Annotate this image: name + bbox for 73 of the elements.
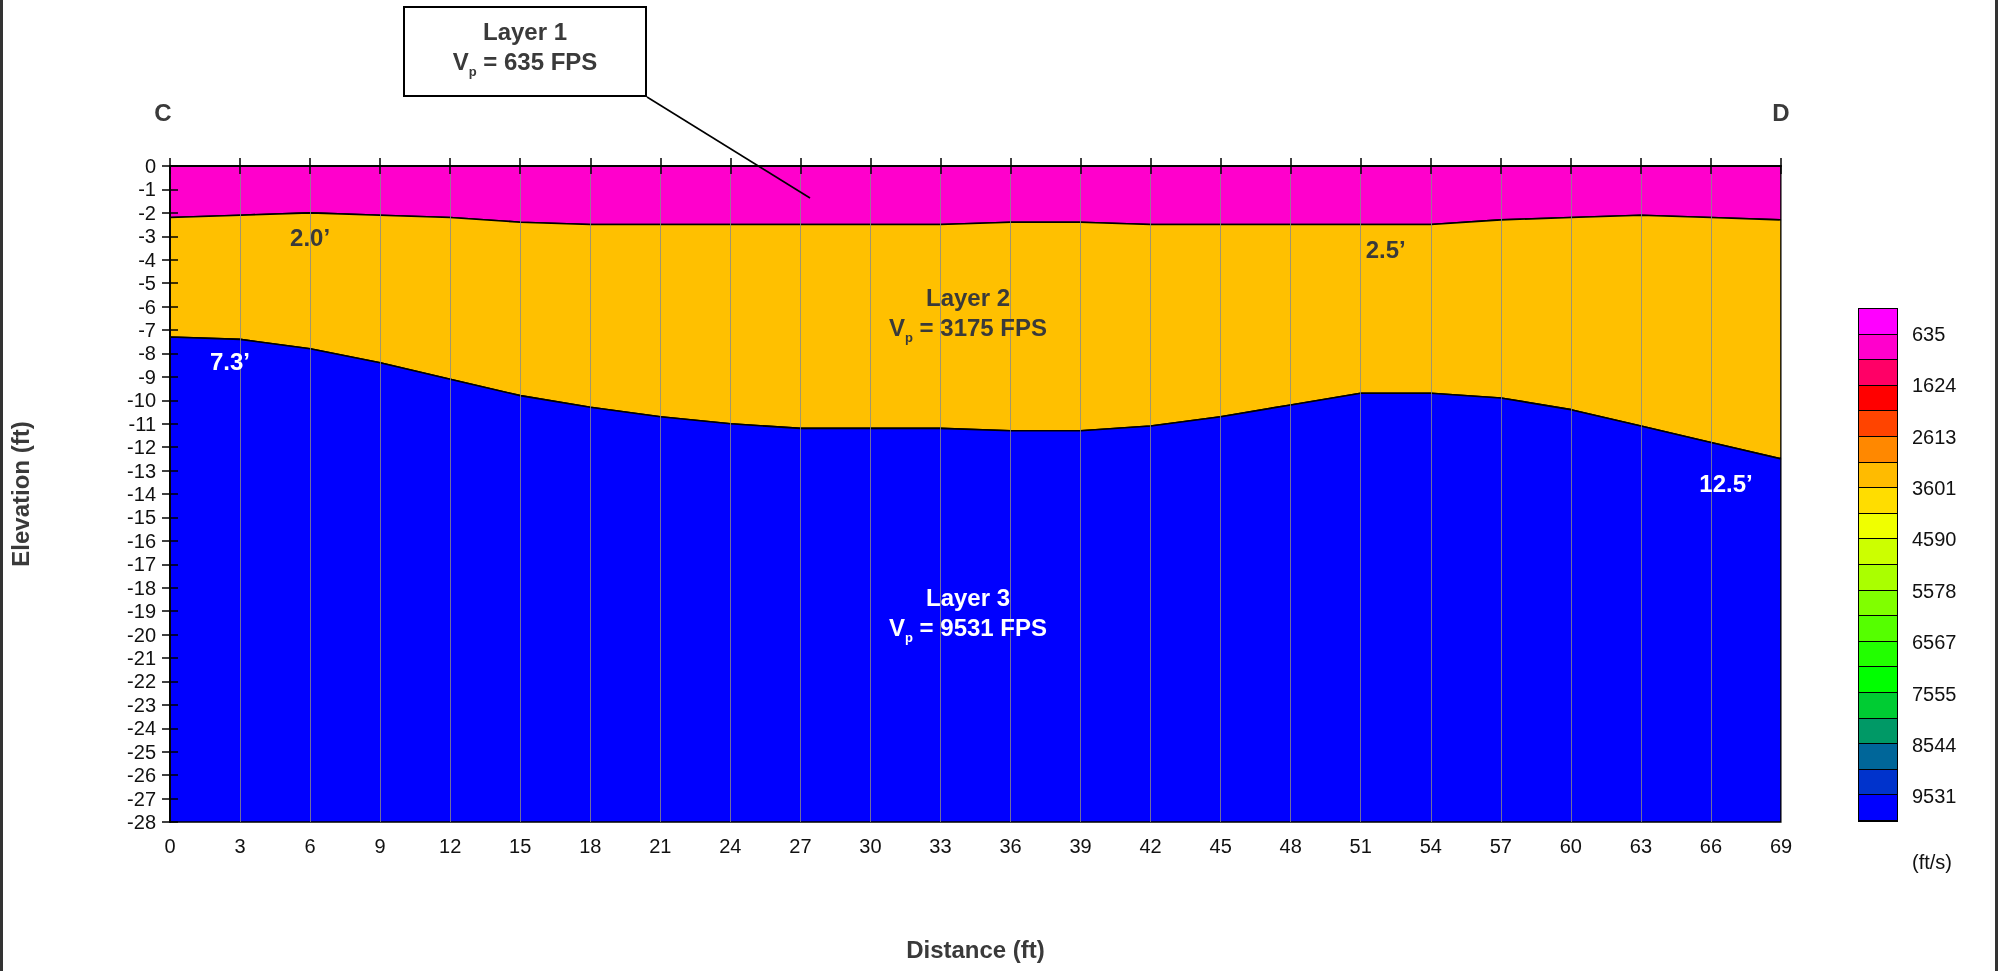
y-tick-label: -5: [138, 272, 156, 295]
color-bar-label: 5578: [1912, 579, 1957, 603]
x-tick-label: 54: [1419, 835, 1442, 857]
x-tick-label: 9: [374, 835, 386, 857]
x-tick-label: 0: [164, 835, 176, 857]
y-tick-label: -22: [127, 670, 156, 693]
y-tick-label: -1: [138, 178, 156, 201]
text: D: [1772, 98, 1790, 128]
y-tick-label: 0: [144, 155, 156, 177]
color-bar-label: 635: [1912, 322, 1946, 346]
color-bar-label: 1624: [1912, 373, 1957, 397]
x-tick-label: 51: [1349, 835, 1372, 857]
color-bar-label: 2613: [1912, 425, 1957, 449]
x-tick-label: 45: [1209, 835, 1232, 857]
y-tick-label: -16: [127, 529, 156, 552]
text: Layer 1 V$_{p}$ = 635 FPS: [452, 16, 598, 81]
x-tick-label: 24: [719, 835, 742, 857]
y-tick-label: -11: [128, 412, 156, 435]
y-tick-label: -2: [138, 201, 156, 224]
y-tick-label: -13: [127, 459, 156, 482]
x-tick-label: 33: [929, 835, 952, 857]
y-tick-label: -8: [138, 342, 156, 365]
y-tick-label: -6: [138, 295, 156, 318]
x-tick-label: 69: [1769, 835, 1793, 857]
annotation: 12.5’: [1699, 468, 1753, 499]
x-axis-title: Distance (ft): [906, 935, 1045, 963]
y-tick-label: -19: [127, 600, 156, 623]
x-tick-label: 36: [999, 835, 1022, 857]
annotation: 2.5’: [1365, 234, 1406, 265]
y-tick-label: -25: [127, 740, 156, 763]
x-tick-label: 57: [1489, 835, 1512, 857]
x-tick-label: 63: [1629, 835, 1653, 857]
y-tick-label: -27: [127, 787, 156, 810]
y-tick-label: -28: [127, 811, 156, 833]
annotation: Layer 3 V$_{p}$ = 9531 FPS: [888, 583, 1048, 647]
x-tick-label: 60: [1559, 835, 1582, 857]
y-tick-label: -23: [127, 693, 156, 716]
y-tick-label: -17: [127, 553, 156, 576]
y-tick-label: -14: [127, 483, 156, 505]
y-tick-label: -9: [138, 365, 156, 388]
color-bar-label: 8544: [1912, 733, 1957, 757]
y-tick-label: -18: [127, 576, 156, 599]
y-tick-label: -3: [138, 225, 156, 248]
x-tick-label: 39: [1069, 835, 1092, 857]
y-tick-label: -12: [127, 436, 156, 459]
y-tick-label: -7: [138, 319, 156, 341]
color-bar-label: 3601: [1912, 476, 1957, 500]
x-tick-label: 27: [789, 835, 812, 857]
x-tick-label: 15: [509, 835, 532, 857]
color-bar-label: 6567: [1912, 630, 1957, 654]
y-axis-title: Elevation (ft): [6, 421, 34, 567]
color-bar-label: 4590: [1912, 527, 1957, 551]
x-tick-label: 12: [439, 835, 462, 857]
y-tick-label: -4: [138, 248, 156, 271]
y-tick-label: -15: [127, 506, 156, 529]
y-tick-label: -21: [127, 647, 156, 669]
x-tick-label: 42: [1139, 835, 1162, 857]
y-tick-label: -24: [127, 717, 156, 740]
x-tick-label: 18: [579, 835, 602, 857]
y-tick-label: -26: [127, 764, 156, 787]
text: C: [154, 98, 172, 128]
annotation: 7.3’: [209, 347, 251, 377]
x-tick-label: 3: [234, 835, 246, 857]
x-tick-label: 21: [649, 835, 672, 857]
color-bar-label: 7555: [1912, 682, 1957, 706]
color-bar-label: 9531: [1912, 784, 1957, 808]
x-tick-label: 6: [304, 835, 316, 857]
x-tick-label: 30: [859, 835, 882, 857]
x-tick-label: 48: [1279, 835, 1302, 857]
color-bar-title: (ft/s): [1912, 850, 1952, 874]
y-tick-label: -10: [127, 389, 156, 412]
x-tick-label: 66: [1699, 835, 1723, 857]
y-tick-label: -20: [127, 623, 156, 646]
